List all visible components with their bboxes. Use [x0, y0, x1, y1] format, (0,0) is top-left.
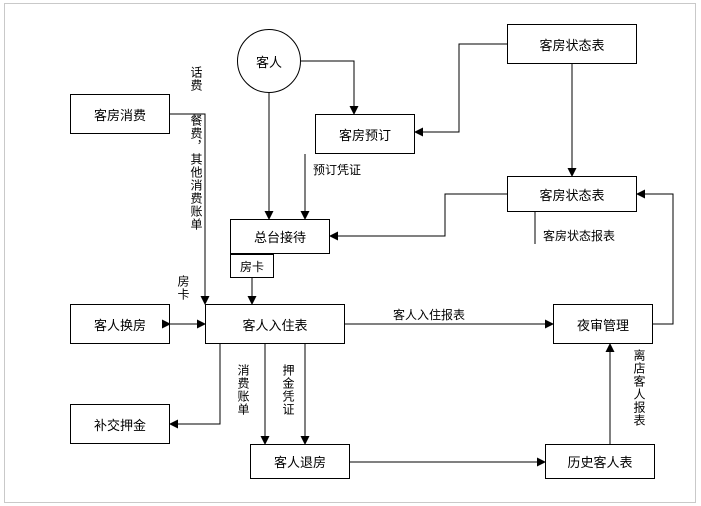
node-night-audit: 夜审管理	[553, 304, 653, 344]
label-room-card-arrow: 房卡	[175, 275, 192, 301]
node-checkin-table-label: 客人入住表	[242, 315, 307, 334]
label-leave-report: 离店客人报表	[631, 349, 648, 427]
node-deposit-pay: 补交押金	[70, 404, 170, 444]
node-front-desk-label: 总台接待	[254, 227, 306, 246]
diagram-canvas: 客人 客房状态表 客房消费 客房预订 客房状态表 总台接待 房卡 客人换房 客人…	[4, 3, 696, 503]
node-room-status-1-label: 客房状态表	[539, 35, 604, 54]
node-room-status-2-label: 客房状态表	[539, 185, 604, 204]
node-room-consume-label: 客房消费	[94, 105, 146, 124]
node-room-status-1: 客房状态表	[507, 24, 637, 64]
node-room-card-box-label: 房卡	[240, 258, 264, 275]
label-deposit-proof: 押金凭证	[280, 364, 297, 416]
node-room-card-box: 房卡	[230, 254, 274, 278]
node-checkout-label: 客人退房	[274, 452, 326, 471]
node-room-reserve: 客房预订	[315, 114, 415, 154]
node-change-room-label: 客人换房	[94, 315, 146, 334]
label-phone-fee: 话费	[188, 66, 205, 92]
label-reserve-proof: 预订凭证	[313, 161, 361, 178]
node-history-guest-label: 历史客人表	[567, 452, 632, 471]
node-history-guest: 历史客人表	[545, 444, 655, 479]
node-change-room: 客人换房	[70, 304, 170, 344]
node-room-reserve-label: 客房预订	[339, 125, 391, 144]
node-guest-label: 客人	[256, 52, 282, 71]
label-meal-other: 餐费，其他消费账单	[188, 114, 205, 231]
node-front-desk: 总台接待	[230, 219, 330, 254]
label-room-status-report: 客房状态报表	[543, 227, 615, 244]
node-checkout: 客人退房	[250, 444, 350, 479]
node-deposit-pay-label: 补交押金	[94, 415, 146, 434]
label-checkin-report: 客人入住报表	[393, 306, 465, 323]
node-guest: 客人	[237, 29, 301, 93]
node-room-consume: 客房消费	[70, 94, 170, 134]
node-checkin-table: 客人入住表	[205, 304, 345, 344]
label-consume-bill: 消费账单	[235, 364, 252, 416]
node-room-status-2: 客房状态表	[507, 176, 637, 212]
node-night-audit-label: 夜审管理	[577, 315, 629, 334]
